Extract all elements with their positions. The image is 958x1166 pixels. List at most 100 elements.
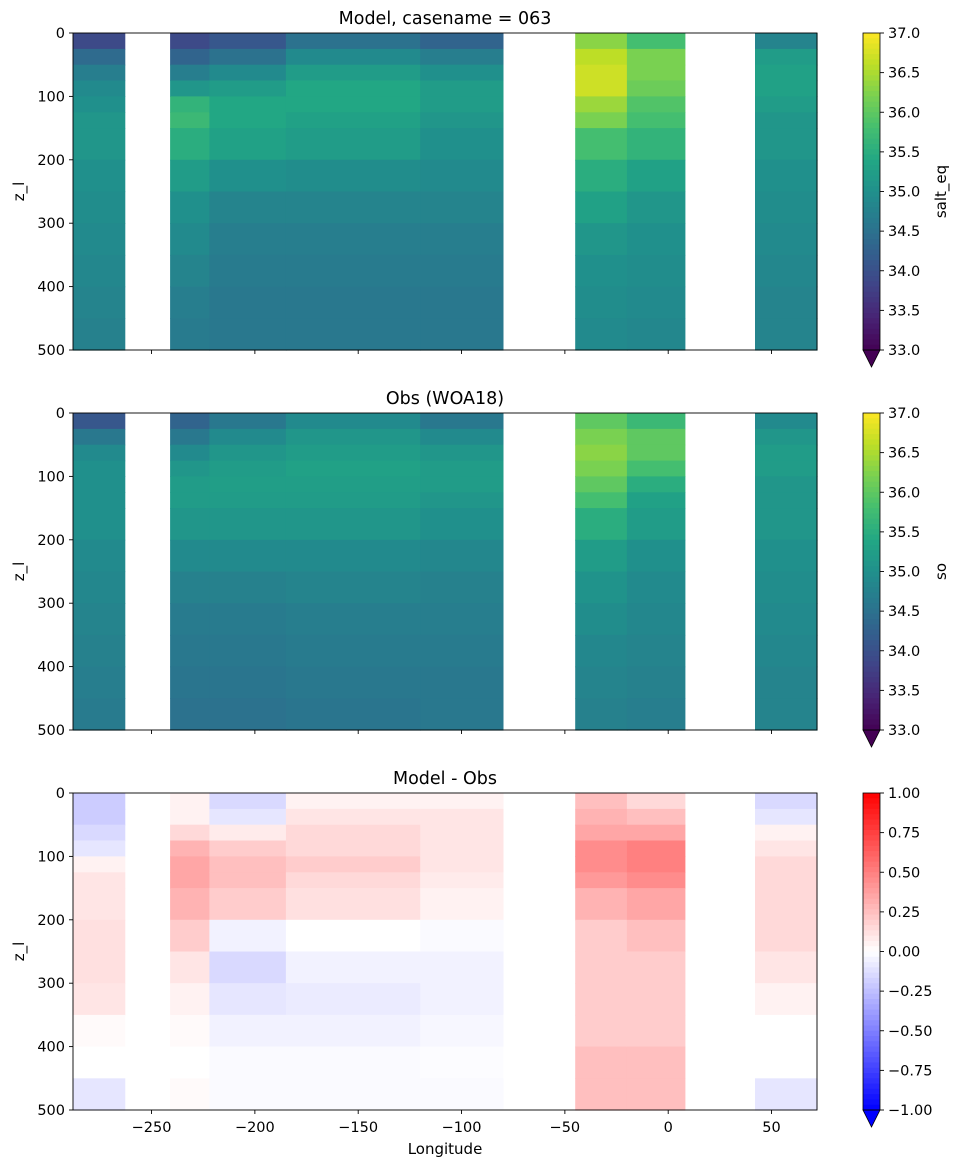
heatmap-cell	[626, 919, 686, 953]
colorbar-tick-label: 35.5	[888, 145, 920, 161]
heatmap-cell	[575, 1046, 628, 1079]
heatmap-cell	[73, 951, 126, 984]
y-tick-label: 500	[37, 343, 65, 359]
heatmap-cell	[420, 824, 504, 842]
heatmap-cell	[209, 840, 287, 857]
heatmap-cell	[73, 508, 126, 541]
heatmap-cell	[755, 824, 818, 842]
colorbar-segment	[863, 91, 880, 97]
colorbar: −1.00 −0.75 −0.50 −0.25 0.00 0.25 0.50 0.75 1.00	[862, 786, 932, 1128]
heatmap-cell	[575, 254, 628, 288]
colorbar-segment	[863, 650, 880, 657]
heatmap-cell	[575, 476, 628, 493]
y-axis-label: z_l	[10, 942, 29, 962]
heatmap-cell	[626, 824, 686, 842]
heatmap-cell	[755, 571, 818, 604]
heatmap-cell	[755, 872, 818, 889]
heatmap-cell	[73, 254, 126, 288]
colorbar-segment	[863, 909, 880, 916]
heatmap-cell	[626, 413, 686, 430]
heatmap-cell	[73, 888, 126, 921]
heatmap-cell	[285, 460, 421, 477]
y-tick-label: 0	[56, 786, 65, 802]
heatmap-cell	[420, 634, 504, 668]
heatmap-cell	[575, 571, 628, 604]
heatmap-cell	[170, 1014, 210, 1048]
heatmap-cell	[626, 1078, 686, 1111]
heatmap-cell	[170, 856, 210, 873]
heatmap-cell	[626, 666, 686, 699]
heatmap-cell	[170, 1046, 210, 1079]
heatmap-cell	[575, 159, 628, 193]
colorbar-segment	[863, 339, 880, 346]
heatmap-cell	[170, 1078, 210, 1111]
y-tick-label: 300	[37, 596, 65, 612]
heatmap-cell	[755, 460, 818, 477]
heatmap-cell	[420, 428, 504, 446]
heatmap-cell	[209, 1014, 287, 1048]
heatmap-cell	[755, 318, 818, 351]
heatmap-cell	[420, 539, 504, 573]
y-axis-label: z_l	[10, 182, 29, 202]
heatmap-cell	[170, 444, 210, 462]
heatmap-cell	[285, 96, 421, 113]
heatmap-cell	[626, 128, 686, 161]
colorbar-segment	[863, 603, 880, 609]
heatmap-cell	[285, 492, 421, 509]
heatmap-cell	[755, 428, 818, 446]
colorbar-segment	[863, 671, 880, 678]
heatmap-cell	[170, 191, 210, 224]
colorbar-segment	[863, 613, 880, 620]
colorbar-segment	[863, 186, 880, 192]
colorbar-segment	[863, 1078, 880, 1085]
colorbar-segment	[863, 597, 880, 604]
heatmap-cell	[170, 128, 210, 161]
colorbar-tick-label: 36.5	[888, 66, 920, 82]
colorbar-segment	[863, 318, 880, 325]
x-tick-label: −150	[338, 1120, 378, 1136]
heatmap-cell	[73, 48, 126, 66]
heatmap-cell	[73, 824, 126, 842]
colorbar-segment	[863, 1067, 880, 1074]
colorbar-segment	[863, 180, 880, 187]
heatmap-cell	[755, 634, 818, 668]
x-tick-label: −200	[235, 1120, 275, 1136]
colorbar-segment	[863, 951, 880, 958]
heatmap-cell	[209, 476, 287, 493]
y-tick-label: 200	[37, 913, 65, 929]
heatmap-cell	[209, 539, 287, 573]
heatmap-cell	[575, 191, 628, 224]
heatmap-cell	[209, 444, 287, 462]
heatmap-cell	[626, 539, 686, 573]
colorbar-segment	[863, 328, 880, 335]
heatmap-cell	[755, 888, 818, 921]
heatmap-cell	[626, 793, 686, 810]
x-tick-label: −50	[550, 1120, 581, 1136]
colorbar-segment	[863, 423, 880, 430]
heatmap-cell	[73, 413, 126, 430]
heatmap-cell	[285, 191, 421, 224]
colorbar-tick-label: 36.0	[888, 105, 920, 121]
heatmap-cell	[170, 872, 210, 889]
heatmap-cell	[170, 634, 210, 668]
heatmap-cell	[575, 223, 628, 256]
colorbar-segment	[863, 866, 880, 873]
heatmap-cell	[170, 286, 210, 319]
colorbar-segment	[863, 460, 880, 467]
heatmap-cell	[755, 254, 818, 288]
colorbar-segment	[863, 967, 880, 974]
heatmap-cell	[755, 476, 818, 493]
heatmap-cell	[73, 128, 126, 161]
heatmap-cell	[420, 413, 504, 430]
colorbar-segment	[863, 1014, 880, 1021]
colorbar-tick-label: 33.5	[888, 303, 920, 319]
heatmap-cell	[575, 492, 628, 509]
heatmap-cell	[626, 603, 686, 636]
heatmap-cell	[285, 428, 421, 446]
heatmap-cell	[626, 808, 686, 826]
heatmap-cell	[626, 571, 686, 604]
heatmap-cell	[626, 856, 686, 873]
heatmap-cell	[170, 571, 210, 604]
heatmap-cell	[73, 919, 126, 953]
colorbar-segment	[863, 566, 880, 572]
